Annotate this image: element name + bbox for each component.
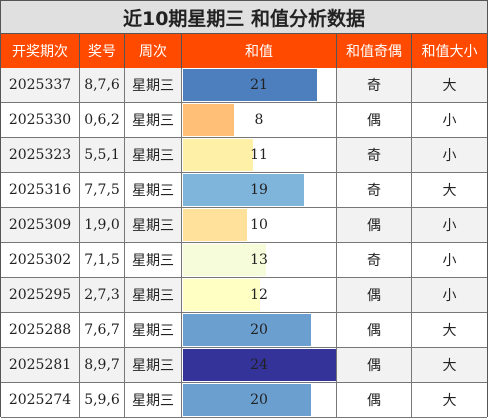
header-sum: 和值	[182, 34, 337, 68]
issue-cell: 2025323	[1, 138, 80, 172]
header-weekday: 周次	[125, 34, 182, 68]
parity-cell: 偶	[337, 208, 412, 242]
size-cell: 小	[412, 278, 487, 312]
sum-cell: 20	[182, 383, 337, 417]
size-cell: 大	[412, 348, 487, 382]
numbers-cell: 5,5,1	[80, 138, 125, 172]
issue-cell: 2025337	[1, 68, 80, 102]
sum-value: 21	[250, 77, 268, 93]
sum-cell: 11	[182, 138, 337, 172]
size-cell: 大	[412, 383, 487, 417]
sum-cell: 10	[182, 208, 337, 242]
sum-value: 24	[250, 357, 268, 373]
numbers-cell: 7,7,5	[80, 173, 125, 207]
size-cell: 大	[412, 313, 487, 347]
size-cell: 小	[412, 103, 487, 137]
parity-cell: 奇	[337, 138, 412, 172]
parity-cell: 奇	[337, 243, 412, 277]
sum-bar	[183, 139, 253, 171]
header-issue: 开奖期次	[1, 34, 80, 68]
weekday-cell: 星期三	[125, 138, 182, 172]
issue-cell: 2025316	[1, 173, 80, 207]
sum-value: 12	[250, 287, 268, 303]
sum-bar	[183, 104, 234, 136]
sum-cell: 8	[182, 103, 337, 137]
weekday-cell: 星期三	[125, 68, 182, 102]
size-cell: 小	[412, 243, 487, 277]
sum-value: 10	[250, 217, 268, 233]
header-numbers: 奖号	[80, 34, 125, 68]
header-size: 和值大小	[421, 44, 478, 60]
table-row: 2025274 5,9,6 星期三 20 偶大	[1, 383, 487, 418]
table-row: 2025309 1,9,0 星期三 10 偶小	[1, 208, 487, 243]
sum-bar	[183, 174, 304, 206]
issue-cell: 2025330	[1, 103, 80, 137]
sum-cell: 13	[182, 243, 337, 277]
table-header: 开奖期次 奖号 周次 和值 和值奇偶 和值大小	[1, 34, 487, 68]
numbers-cell: 8,9,7	[80, 348, 125, 382]
sum-value: 8	[254, 112, 264, 128]
table-row: 2025337 8,7,6 星期三 21 奇大	[1, 68, 487, 103]
numbers-cell: 5,9,6	[80, 383, 125, 417]
sum-value: 20	[250, 322, 268, 338]
issue-cell: 2025302	[1, 243, 80, 277]
numbers-cell: 2,7,3	[80, 278, 125, 312]
parity-cell: 奇	[337, 68, 412, 102]
numbers-cell: 7,1,5	[80, 243, 125, 277]
numbers-cell: 8,7,6	[80, 68, 125, 102]
weekday-cell: 星期三	[125, 313, 182, 347]
parity-cell: 偶	[337, 278, 412, 312]
weekday-cell: 星期三	[125, 173, 182, 207]
numbers-cell: 7,6,7	[80, 313, 125, 347]
issue-cell: 2025288	[1, 313, 80, 347]
size-cell: 小	[412, 138, 487, 172]
sum-cell: 19	[182, 173, 337, 207]
sum-bar	[183, 349, 336, 381]
sum-bar	[183, 209, 247, 241]
sum-bar	[183, 244, 266, 276]
parity-cell: 偶	[337, 383, 412, 417]
sum-value: 11	[250, 147, 268, 163]
sum-value: 20	[250, 392, 268, 408]
table-row: 2025330 0,6,2 星期三 8 偶小	[1, 103, 487, 138]
sum-bar	[183, 314, 311, 346]
size-cell: 大	[412, 68, 487, 102]
sum-bar	[183, 279, 260, 311]
parity-cell: 偶	[337, 103, 412, 137]
table-title: 近10期星期三 和值分析数据	[1, 1, 487, 34]
sum-value: 19	[250, 182, 268, 198]
parity-cell: 偶	[337, 313, 412, 347]
sum-bar	[183, 384, 311, 416]
weekday-cell: 星期三	[125, 348, 182, 382]
sum-cell: 12	[182, 278, 337, 312]
sum-cell: 24	[182, 348, 337, 382]
numbers-cell: 1,9,0	[80, 208, 125, 242]
size-cell: 小	[412, 208, 487, 242]
parity-cell: 奇	[337, 173, 412, 207]
sum-cell: 20	[182, 313, 337, 347]
issue-cell: 2025309	[1, 208, 80, 242]
table-row: 2025316 7,7,5 星期三 19 奇大	[1, 173, 487, 208]
weekday-cell: 星期三	[125, 208, 182, 242]
parity-cell: 偶	[337, 348, 412, 382]
weekday-cell: 星期三	[125, 278, 182, 312]
issue-cell: 2025295	[1, 278, 80, 312]
sum-cell: 21	[182, 68, 337, 102]
table-row: 2025323 5,5,1 星期三 11 奇小	[1, 138, 487, 173]
weekday-cell: 星期三	[125, 243, 182, 277]
weekday-cell: 星期三	[125, 383, 182, 417]
table-row: 2025281 8,9,7 星期三 24 偶大	[1, 348, 487, 383]
sum-bar	[183, 69, 317, 101]
table-row: 2025288 7,6,7 星期三 20 偶大	[1, 313, 487, 348]
numbers-cell: 0,6,2	[80, 103, 125, 137]
table-row: 2025295 2,7,3 星期三 12 偶小	[1, 278, 487, 313]
table-row: 2025302 7,1,5 星期三 13 奇小	[1, 243, 487, 278]
issue-cell: 2025281	[1, 348, 80, 382]
size-cell: 大	[412, 173, 487, 207]
issue-cell: 2025274	[1, 383, 80, 417]
sum-value: 13	[250, 252, 268, 268]
header-parity: 和值奇偶	[337, 34, 412, 68]
weekday-cell: 星期三	[125, 103, 182, 137]
